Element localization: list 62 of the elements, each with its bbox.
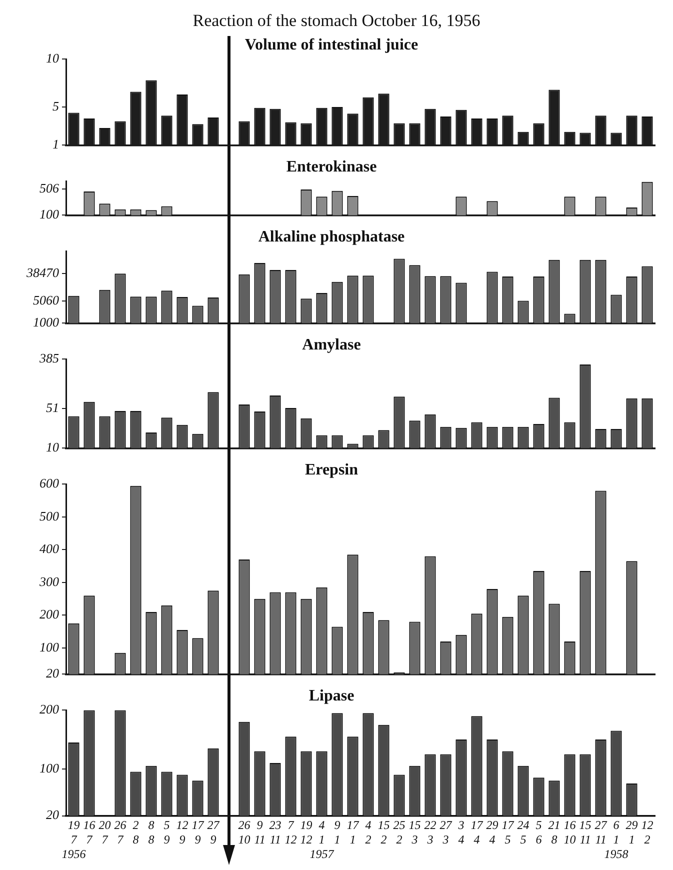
x-tick-label: 3 4	[457, 818, 464, 847]
y-tick-label: 5060	[33, 292, 60, 308]
x-tick-label: 16 7	[83, 818, 96, 847]
x-tick-label: 25 2	[393, 818, 406, 847]
y-tick-label: 10	[46, 440, 60, 455]
y-tick-label: 1	[52, 136, 59, 152]
y-tick-label: 200	[40, 702, 60, 717]
y-tick-label: 5	[52, 98, 60, 114]
x-tick-label: 21 8	[548, 818, 560, 847]
y-tick-label: 20	[46, 666, 60, 681]
x-tick-label: 5 9	[164, 818, 170, 847]
x-tick-label: 19 12	[300, 818, 312, 847]
chart-title: Erepsin	[304, 462, 358, 479]
y-tick-label: 500	[40, 508, 60, 524]
y-tick-label: 1000	[33, 314, 60, 330]
y-tick-label: 506	[40, 180, 60, 196]
x-tick-label: 20 7	[98, 818, 111, 847]
x-tick-label: 17 5	[502, 818, 515, 847]
x-tick-label: 8 8	[148, 818, 154, 847]
y-tick-label: 100	[40, 206, 60, 222]
x-tick-label: 22 3	[424, 818, 436, 847]
y-tick-label: 20	[46, 807, 60, 822]
x-tick-label: 2 8	[132, 818, 139, 847]
x-tick-label: 7 12	[284, 818, 297, 847]
y-tick-label: 600	[40, 476, 60, 491]
y-tick-label: 300	[38, 574, 60, 589]
x-tick-label: 16 10	[564, 818, 576, 847]
x-tick-label: 15 11	[579, 818, 592, 847]
x-tick-label: 17 1	[346, 818, 360, 847]
y-tick-label: 10	[46, 50, 60, 66]
x-tick-label: 24 5	[517, 818, 530, 847]
x-tick-label: 23 11	[269, 818, 282, 847]
chart-title: Lipase	[308, 688, 354, 705]
x-tick-label: 9 1	[334, 818, 340, 847]
y-tick-label: 38470	[26, 265, 60, 280]
x-tick-label: 15 2	[378, 818, 390, 847]
x-tick-label: 4 2	[365, 818, 372, 847]
x-tick-label: 27 11	[594, 818, 608, 847]
x-tick-label: 26 10	[238, 818, 250, 847]
x-tick-label: 17 4	[470, 818, 484, 847]
chart-title: Volume of intestinal juice	[244, 36, 418, 54]
x-tick-label: 17 9	[192, 818, 205, 847]
x-tick-label: 9 11	[254, 818, 266, 847]
x-tick-label: 26 7	[114, 818, 126, 847]
x-tick-label: 15 3	[408, 818, 421, 847]
x-tick-label: 12 9	[176, 818, 188, 847]
x-tick-label: 27 9	[207, 818, 220, 847]
x-tick-label: 29 1	[626, 818, 638, 847]
text: Reaction of the stomach October 16, 1956	[192, 10, 482, 32]
y-tick-label: 200	[40, 606, 60, 622]
y-tick-label: 51	[46, 400, 59, 415]
chart-title: Alkaline phosphatase	[258, 228, 405, 246]
x-tick-label: 27 3	[440, 818, 453, 847]
y-tick-label: 400	[40, 541, 60, 556]
chart-title: Amylase	[302, 336, 361, 354]
x-tick-label: 5 6	[536, 818, 542, 847]
y-tick-label: 100	[40, 639, 60, 654]
x-tick-label: 12 2	[641, 818, 654, 847]
x-tick-label: 29 4	[486, 818, 498, 847]
chart-title: Enterokinase	[286, 158, 377, 176]
y-tick-label: 100	[40, 760, 60, 776]
y-tick-label: 385	[38, 350, 60, 366]
